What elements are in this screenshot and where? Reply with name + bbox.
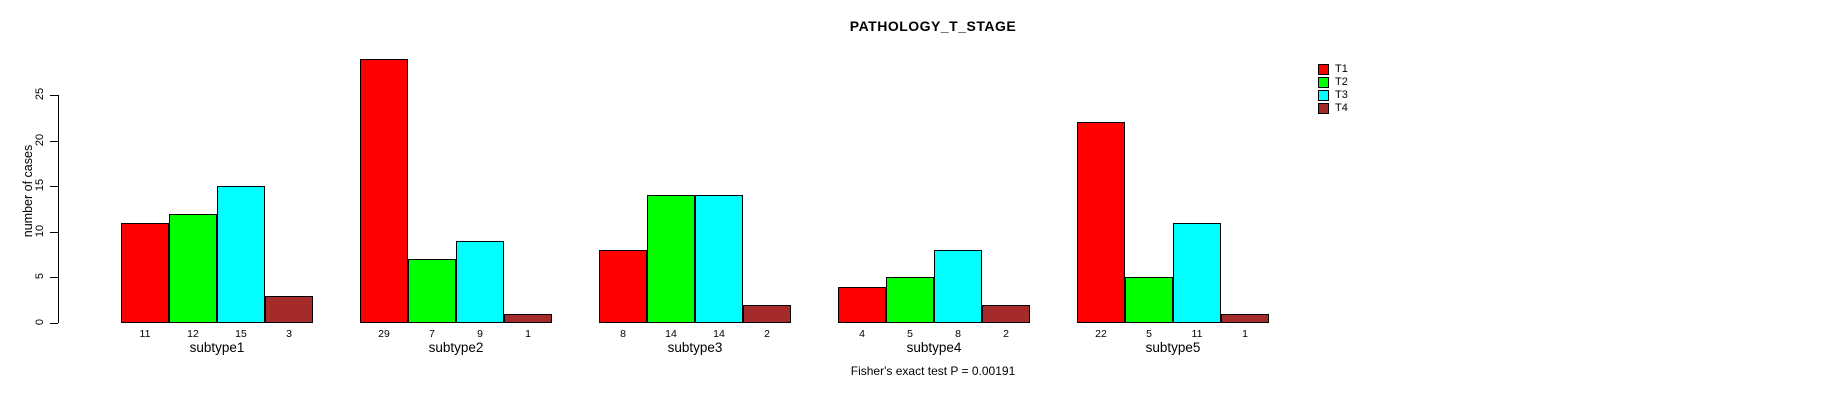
- y-axis-line: [58, 95, 59, 323]
- bar-subtype1-T4: [265, 295, 313, 323]
- legend-item-T2: T2: [1318, 76, 1348, 89]
- y-tick-mark: [50, 231, 58, 233]
- bar-subtype3-T4: [743, 304, 791, 323]
- y-tick-label: 15: [34, 179, 46, 192]
- legend-swatch-icon: [1318, 90, 1329, 101]
- bar-value-label: 9: [477, 328, 483, 340]
- legend-swatch-icon: [1318, 64, 1329, 75]
- bar-value-label: 22: [1095, 328, 1107, 340]
- bar-value-label: 11: [139, 328, 151, 340]
- bar-value-label: 29: [378, 328, 390, 340]
- fisher-test-annotation: Fisher's exact test P = 0.00191: [850, 364, 1016, 378]
- bar-subtype3-T3: [695, 195, 743, 323]
- bar-subtype1-T2: [169, 213, 217, 323]
- bar-subtype2-T3: [456, 240, 504, 323]
- category-label-subtype3: subtype3: [667, 340, 723, 355]
- bar-subtype5-T1: [1077, 122, 1125, 323]
- bar-subtype2-T1: [360, 58, 408, 323]
- y-tick-mark: [50, 277, 58, 279]
- legend-item-T1: T1: [1318, 63, 1348, 76]
- bar-value-label: 2: [764, 328, 770, 340]
- bar-value-label: 2: [1003, 328, 1009, 340]
- bar-subtype4-T4: [982, 304, 1030, 323]
- bar-value-label: 4: [859, 328, 865, 340]
- bar-subtype2-T4: [504, 313, 552, 323]
- bar-subtype1-T3: [217, 186, 265, 323]
- legend-item-T3: T3: [1318, 89, 1348, 102]
- bar-value-label: 1: [1242, 328, 1248, 340]
- bar-value-label: 8: [955, 328, 961, 340]
- bar-value-label: 8: [620, 328, 626, 340]
- bar-subtype5-T2: [1125, 277, 1173, 323]
- bar-subtype5-T3: [1173, 222, 1221, 323]
- bar-subtype4-T3: [934, 250, 982, 323]
- bar-subtype3-T1: [599, 250, 647, 323]
- category-label-subtype4: subtype4: [906, 340, 962, 355]
- legend-item-T4: T4: [1318, 102, 1348, 115]
- bar-value-label: 12: [187, 328, 199, 340]
- legend-swatch-icon: [1318, 103, 1329, 114]
- bar-value-label: 14: [713, 328, 725, 340]
- y-tick-label: 20: [34, 133, 46, 146]
- y-tick-label: 5: [34, 273, 46, 280]
- legend-label: T2: [1335, 76, 1348, 88]
- category-label-subtype2: subtype2: [428, 340, 484, 355]
- bar-value-label: 7: [429, 328, 435, 340]
- bar-value-label: 3: [286, 328, 292, 340]
- y-tick-mark: [50, 186, 58, 188]
- bar-value-label: 1: [525, 328, 531, 340]
- category-label-subtype1: subtype1: [189, 340, 245, 355]
- bar-subtype4-T1: [838, 286, 886, 323]
- bar-value-label: 15: [235, 328, 247, 340]
- bar-value-label: 5: [1146, 328, 1152, 340]
- y-tick-mark: [50, 323, 58, 324]
- chart-title: PATHOLOGY_T_STAGE: [849, 18, 1017, 34]
- y-tick-mark: [50, 95, 58, 96]
- category-label-subtype5: subtype5: [1145, 340, 1201, 355]
- bar-subtype2-T2: [408, 259, 456, 323]
- bar-value-label: 5: [907, 328, 913, 340]
- legend-swatch-icon: [1318, 77, 1329, 88]
- legend-label: T4: [1335, 102, 1348, 114]
- bar-subtype3-T2: [647, 195, 695, 323]
- bar-subtype1-T1: [121, 222, 169, 323]
- legend: T1 T2 T3 T4: [1318, 63, 1348, 115]
- legend-label: T1: [1335, 63, 1348, 75]
- bar-value-label: 14: [665, 328, 677, 340]
- y-tick-label: 10: [34, 224, 46, 237]
- y-tick-mark: [50, 140, 58, 142]
- y-tick-label: 0: [34, 318, 46, 326]
- bar-subtype5-T4: [1221, 313, 1269, 323]
- y-axis-label: number of cases: [21, 144, 35, 238]
- y-tick-label: 25: [34, 87, 46, 101]
- bar-subtype4-T2: [886, 277, 934, 323]
- bar-value-label: 11: [1191, 328, 1203, 340]
- legend-label: T3: [1335, 89, 1348, 101]
